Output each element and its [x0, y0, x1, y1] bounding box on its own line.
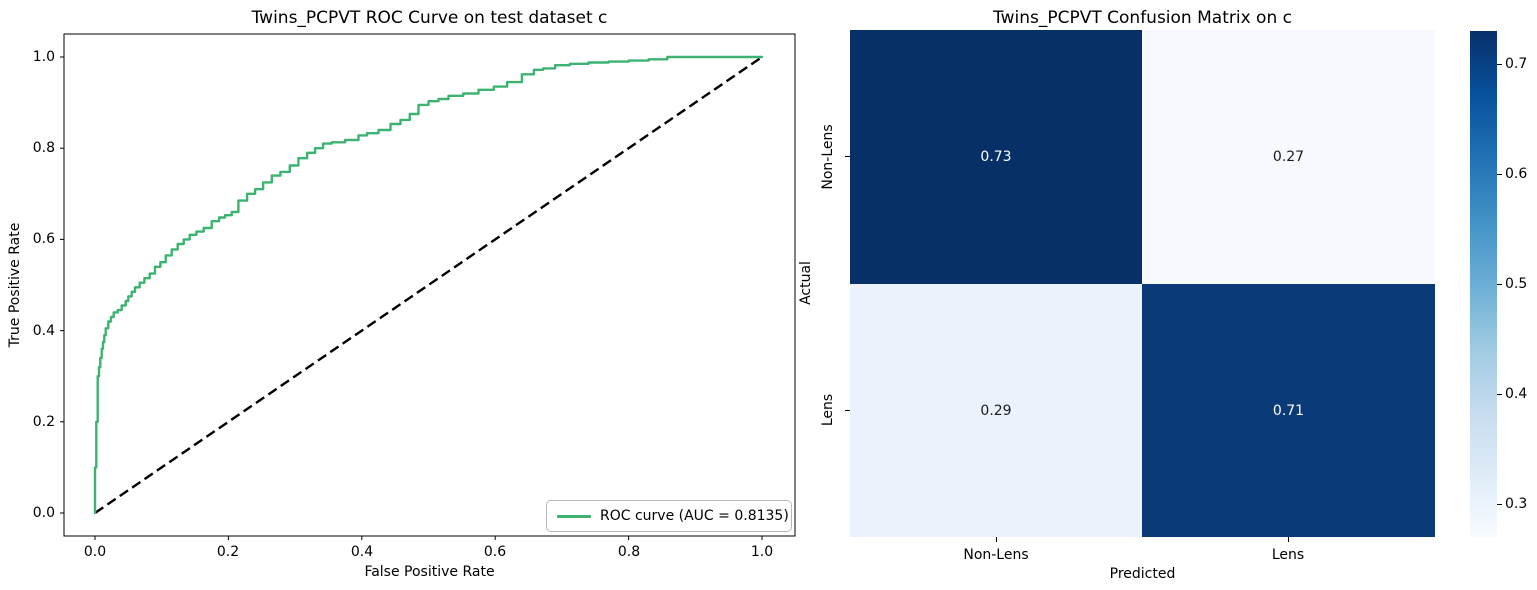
roc-y-tick-2: 0.6 — [32, 231, 55, 247]
roc-plot-area — [60, 33, 796, 540]
cbar-tick-mark-2 — [1497, 284, 1502, 285]
cm-y-tick-mark-1 — [845, 410, 850, 411]
roc-x-tick-2: 0.4 — [350, 544, 374, 560]
cm-y-tick-1: Lens — [820, 393, 836, 427]
roc-y-tick-5: 0.0 — [32, 505, 55, 521]
cm-colorbar — [1470, 31, 1497, 537]
roc-x-tick-5: 1.0 — [750, 544, 774, 560]
cell-value: 0.73 — [980, 149, 1012, 165]
cm-cell-actualLens-predLens: 0.71 — [1142, 284, 1435, 537]
cm-x-tick-mark-0 — [996, 537, 997, 542]
roc-legend: ROC curve (AUC = 0.8135) — [546, 500, 792, 532]
roc-y-tick-marks — [60, 56, 64, 514]
roc-x-tick-marks — [94, 536, 763, 540]
cm-x-tick-0: Non-Lens — [963, 547, 1029, 563]
cbar-tick-mark-4 — [1497, 504, 1502, 505]
cm-x-tick-mark-1 — [1288, 537, 1289, 542]
cm-cell-actualNonLens-predLens: 0.27 — [1142, 30, 1435, 284]
cbar-tick-4: 0.3 — [1505, 496, 1528, 512]
roc-y-tick-3: 0.4 — [32, 323, 55, 339]
cm-cell-actualLens-predNonLens: 0.29 — [850, 284, 1142, 537]
roc-y-tick-1: 0.8 — [32, 140, 55, 156]
cm-yaxis-label: Actual — [798, 261, 814, 305]
roc-axes-frame — [63, 33, 796, 537]
cm-cell-actualNonLens-predNonLens: 0.73 — [850, 30, 1142, 284]
cm-x-tick-1: Lens — [1271, 547, 1305, 563]
roc-x-tick-1: 0.2 — [216, 544, 240, 560]
cbar-tick-1: 0.6 — [1505, 166, 1528, 182]
roc-y-tick-4: 0.2 — [32, 414, 55, 430]
roc-curve-path — [93, 55, 764, 515]
cm-title: Twins_PCPVT Confusion Matrix on c — [993, 8, 1292, 28]
roc-title: Twins_PCPVT ROC Curve on test dataset c — [251, 8, 608, 28]
cbar-tick-mark-0 — [1497, 64, 1502, 65]
cm-y-tick-mark-0 — [845, 156, 850, 157]
roc-legend-label: ROC curve (AUC = 0.8135) — [600, 508, 789, 524]
cbar-tick-3: 0.4 — [1505, 386, 1528, 402]
roc-legend-line-sample — [557, 514, 591, 518]
cm-y-tick-0: Non-Lens — [820, 124, 836, 190]
roc-x-tick-4: 0.8 — [617, 544, 641, 560]
cbar-tick-2: 0.5 — [1505, 276, 1528, 292]
roc-x-tick-0: 0.0 — [83, 544, 107, 560]
cell-value: 0.71 — [1272, 402, 1305, 419]
cbar-tick-0: 0.7 — [1505, 56, 1528, 72]
roc-xaxis-label: False Positive Rate — [364, 564, 495, 580]
cbar-tick-mark-3 — [1497, 394, 1502, 395]
roc-x-tick-3: 0.6 — [483, 544, 507, 560]
cbar-tick-mark-1 — [1497, 174, 1502, 175]
roc-y-tick-0: 1.0 — [32, 49, 55, 65]
cm-xaxis-label: Predicted — [1109, 566, 1176, 582]
cell-value: 0.27 — [1272, 149, 1305, 165]
cell-value: 0.29 — [980, 402, 1012, 419]
roc-yaxis-label: True Positive Rate — [7, 222, 23, 348]
